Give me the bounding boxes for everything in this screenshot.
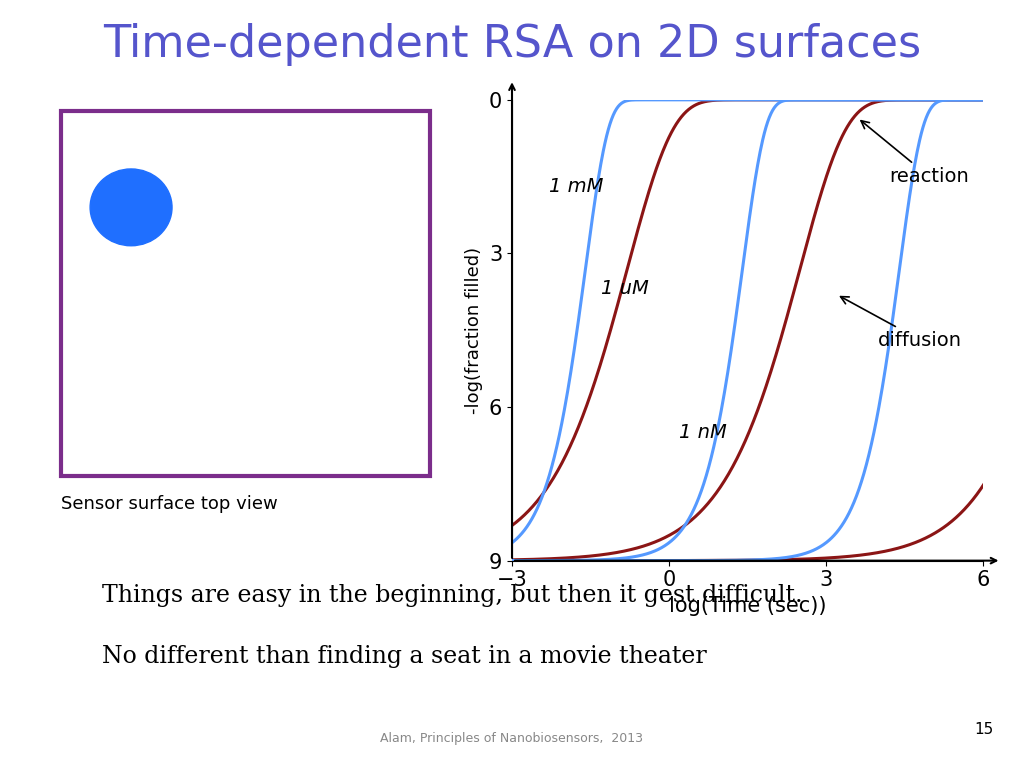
Text: diffusion: diffusion [841,296,963,349]
Text: 1 uM: 1 uM [601,280,649,299]
Text: 15: 15 [974,722,993,737]
Text: 1 nM: 1 nM [680,422,727,442]
Text: Alam, Principles of Nanobiosensors,  2013: Alam, Principles of Nanobiosensors, 2013 [381,732,643,745]
Text: Time-dependent RSA on 2D surfaces: Time-dependent RSA on 2D surfaces [103,23,921,66]
X-axis label: log(Time (sec)): log(Time (sec)) [669,596,826,616]
Text: 1 mM: 1 mM [549,177,603,196]
Circle shape [90,169,172,246]
Text: No different than finding a seat in a movie theater: No different than finding a seat in a mo… [102,645,708,668]
Text: reaction: reaction [861,121,969,186]
Y-axis label: -log(fraction filled): -log(fraction filled) [465,247,483,414]
Text: Things are easy in the beginning, but then it gest difficult.: Things are easy in the beginning, but th… [102,584,803,607]
FancyBboxPatch shape [61,111,430,476]
Text: Sensor surface top view: Sensor surface top view [61,495,279,513]
